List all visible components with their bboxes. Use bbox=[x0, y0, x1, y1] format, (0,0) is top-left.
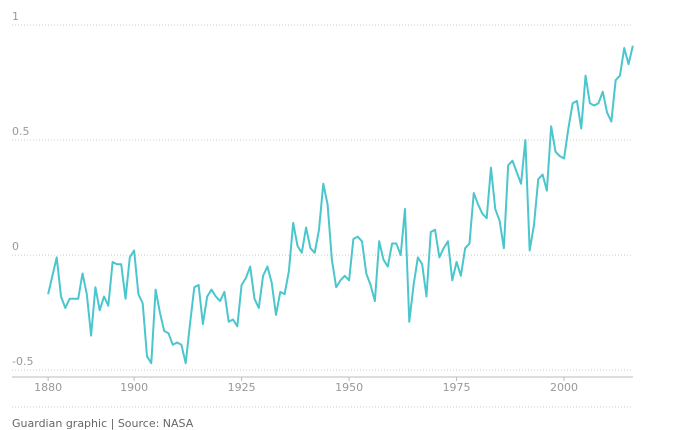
y-tick-label: 1 bbox=[12, 10, 19, 23]
y-tick-label: 0.5 bbox=[12, 125, 30, 138]
x-tick-label: 1925 bbox=[228, 381, 256, 394]
y-tick-label: 0 bbox=[12, 240, 19, 253]
x-tick-label: 1900 bbox=[120, 381, 148, 394]
source: Guardian graphic | Source: NASA bbox=[12, 417, 194, 430]
x-tick-label: 1950 bbox=[335, 381, 363, 394]
y-tick-label: -0.5 bbox=[12, 355, 33, 368]
x-tick-label: 1880 bbox=[34, 381, 62, 394]
x-tick-label: 2000 bbox=[550, 381, 578, 394]
data-line bbox=[47, 45, 634, 365]
x-tick-label: 1975 bbox=[443, 381, 471, 394]
